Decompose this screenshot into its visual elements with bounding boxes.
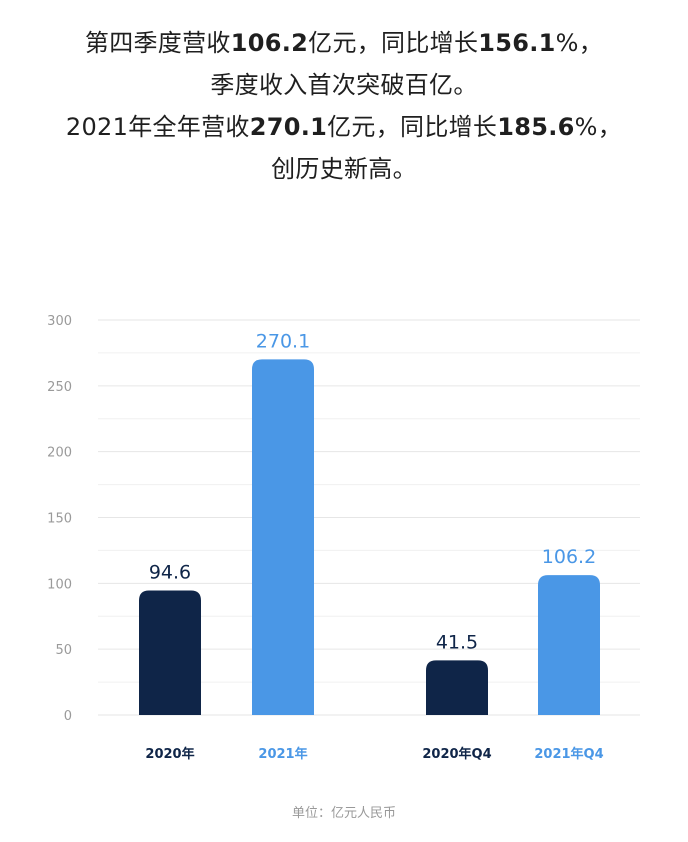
headline-line-4: 创历史新高。 xyxy=(271,155,417,183)
data-label: 270.1 xyxy=(256,330,310,352)
headline-line-3: 2021年全年营收270.1亿元，同比增长185.6%， xyxy=(0,106,688,148)
headline-text: 亿元，同比增长 xyxy=(308,29,479,57)
headline-number: 185.6 xyxy=(497,113,575,141)
headline-text: %， xyxy=(574,113,623,141)
x-category-label: 2020年 xyxy=(145,746,194,762)
headline: 第四季度营收106.2亿元，同比增长156.1%， 季度收入首次突破百亿。 20… xyxy=(0,22,688,190)
data-label: 41.5 xyxy=(436,631,478,653)
y-tick-label: 100 xyxy=(47,577,72,592)
y-tick-label: 50 xyxy=(55,643,72,658)
x-category-label: 2021年Q4 xyxy=(534,746,603,762)
headline-number: 156.1 xyxy=(478,29,556,57)
headline-number: 106.2 xyxy=(230,29,309,57)
unit-note: 单位：亿元人民币 xyxy=(291,806,396,821)
y-tick-label: 0 xyxy=(64,709,72,724)
headline-text: 第四季度营收 xyxy=(84,29,231,57)
headline-line-1: 第四季度营收106.2亿元，同比增长156.1%， xyxy=(0,22,688,64)
headline-text: 亿元，同比增长 xyxy=(327,113,498,141)
x-category-label: 2020年Q4 xyxy=(422,746,491,762)
x-category-label: 2021年 xyxy=(258,746,307,762)
y-tick-label: 300 xyxy=(47,314,72,329)
bar xyxy=(139,590,201,715)
data-label: 94.6 xyxy=(149,561,191,583)
headline-text: %， xyxy=(555,29,604,57)
y-tick-label: 150 xyxy=(47,512,72,527)
bar xyxy=(252,359,314,715)
headline-text: 2021年全年营收 xyxy=(65,113,250,141)
data-label: 106.2 xyxy=(542,546,596,568)
bar xyxy=(426,660,488,715)
bar xyxy=(538,575,600,715)
y-tick-label: 250 xyxy=(47,380,72,395)
headline-line-2: 季度收入首次突破百亿。 xyxy=(210,71,478,99)
y-tick-label: 200 xyxy=(47,446,72,461)
bar-chart: 0 50 100 150 200 250 300 94.6 2020年 270.1 2021年 41.… xyxy=(47,314,640,762)
headline-number: 270.1 xyxy=(249,113,328,141)
